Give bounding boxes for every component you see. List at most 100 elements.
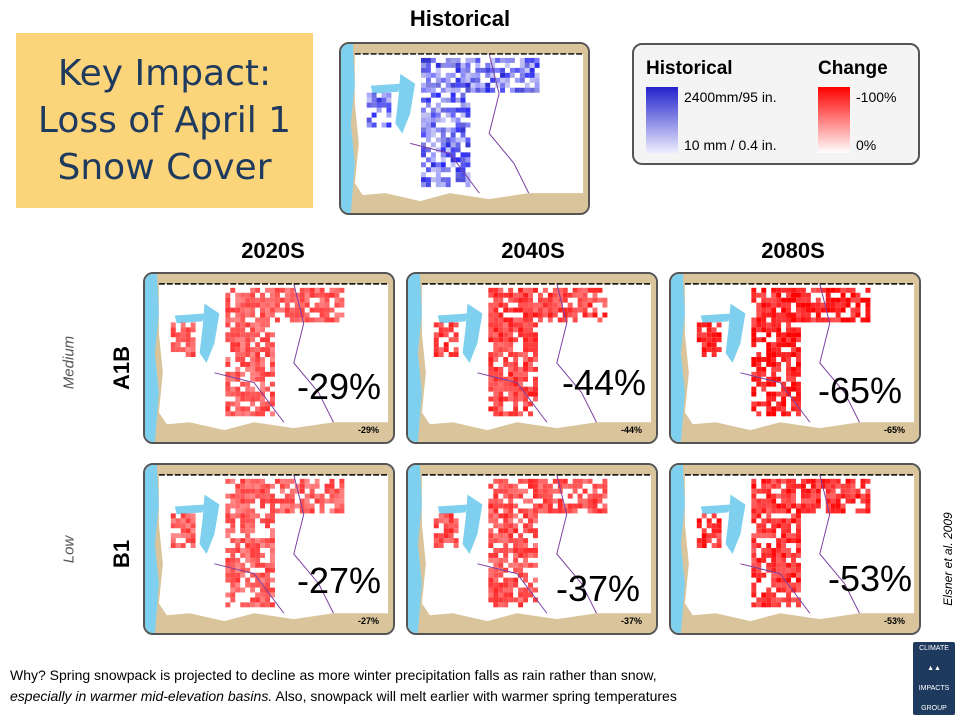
snow-cell [761, 602, 767, 608]
snow-cell [250, 548, 256, 553]
snow-cell [493, 572, 499, 578]
snow-cell [425, 77, 431, 83]
snow-cell [840, 317, 846, 323]
snow-cell [503, 478, 509, 484]
legend-change-title: Change [818, 58, 888, 79]
snow-cell [523, 307, 529, 313]
big-pct-a1b-2080s: -65% [818, 370, 903, 411]
snow-cell [761, 322, 767, 328]
snow-cell [696, 518, 702, 524]
snow-cell [460, 77, 466, 83]
snow-cell [786, 317, 792, 323]
snow-cell [503, 376, 509, 382]
caption-line2-rest: Also, snowpack will melt earlier with wa… [272, 688, 677, 704]
snow-cell [532, 528, 538, 534]
snow-cell [716, 543, 722, 549]
snow-cell [518, 376, 524, 382]
snow-cell [751, 493, 757, 499]
snow-cell [170, 523, 176, 529]
snow-cell [528, 357, 533, 362]
snow-cell [309, 317, 315, 323]
snow-cell [294, 307, 300, 313]
snow-cell [425, 132, 431, 138]
snow-cell [250, 523, 256, 529]
snow-cell [781, 297, 787, 303]
snow-cell [386, 97, 392, 103]
snow-cell [240, 483, 246, 489]
snow-cell [269, 342, 275, 348]
snow-cell [761, 357, 767, 362]
snow-cell [255, 391, 261, 397]
snow-cell [532, 357, 538, 362]
snow-cell [185, 518, 191, 524]
snow-cell [795, 312, 801, 318]
snow-cell [756, 352, 762, 358]
snow-cell [537, 493, 543, 499]
ocean-area [671, 274, 685, 442]
snow-cell [260, 386, 266, 392]
snow-cell [513, 483, 519, 489]
snow-cell [445, 177, 451, 183]
snow-cell [592, 307, 598, 313]
snow-cell [225, 602, 231, 608]
snow-cell [440, 162, 446, 168]
snow-cell [440, 117, 446, 123]
snow-cell [776, 518, 782, 524]
snow-cell [460, 132, 466, 138]
snow-cell [795, 562, 801, 568]
key-impact-line2: Loss of April 1 [37, 100, 292, 141]
snow-cell [255, 513, 261, 519]
snow-cell [505, 82, 510, 88]
snow-cell [260, 302, 266, 308]
snow-cell [250, 513, 256, 519]
snow-cell [795, 597, 801, 603]
snow-cell [547, 302, 553, 308]
snow-cell [716, 322, 722, 328]
snow-cell [433, 322, 439, 328]
snow-cell [528, 548, 533, 553]
snow-cell [235, 376, 241, 382]
snow-cell [493, 342, 499, 348]
snow-cell [180, 528, 186, 534]
snow-cell [488, 361, 494, 367]
snow-cell [761, 401, 767, 407]
snow-cell [751, 322, 757, 328]
snow-cell [756, 357, 762, 362]
snow-cell [557, 503, 563, 509]
snow-cell [421, 97, 426, 103]
snow-cell [781, 587, 787, 593]
snow-cell [518, 371, 524, 377]
snow-cell [498, 498, 504, 504]
snow-cell [795, 327, 801, 333]
snow-cell [493, 577, 499, 583]
snow-cell [240, 406, 246, 412]
snow-cell [185, 332, 191, 338]
snow-cell [597, 493, 603, 499]
snow-cell [230, 391, 236, 397]
snow-cell [557, 297, 563, 303]
snow-cell [255, 406, 261, 412]
snow-cell [435, 92, 441, 98]
snow-cell [696, 332, 702, 338]
snow-cells [696, 287, 871, 417]
snow-cell [845, 483, 851, 489]
snow-cell [180, 513, 186, 519]
snow-cell [170, 538, 176, 544]
snow-cell [815, 297, 821, 303]
snow-cell [488, 572, 494, 578]
snow-cell [523, 498, 529, 504]
snow-cell [552, 508, 558, 514]
snow-cell [761, 337, 767, 343]
snow-cell [460, 82, 466, 88]
snow-cell [771, 361, 777, 367]
snow-cell [498, 557, 504, 563]
snow-cell [766, 352, 772, 358]
snow-cell [245, 411, 251, 417]
map-svg [408, 465, 656, 633]
snow-cell [485, 72, 491, 78]
snow-cell [567, 508, 573, 514]
snow-cell [425, 177, 431, 183]
snow-cell [776, 587, 782, 593]
snow-cell [475, 82, 481, 88]
snow-cell [304, 297, 310, 303]
